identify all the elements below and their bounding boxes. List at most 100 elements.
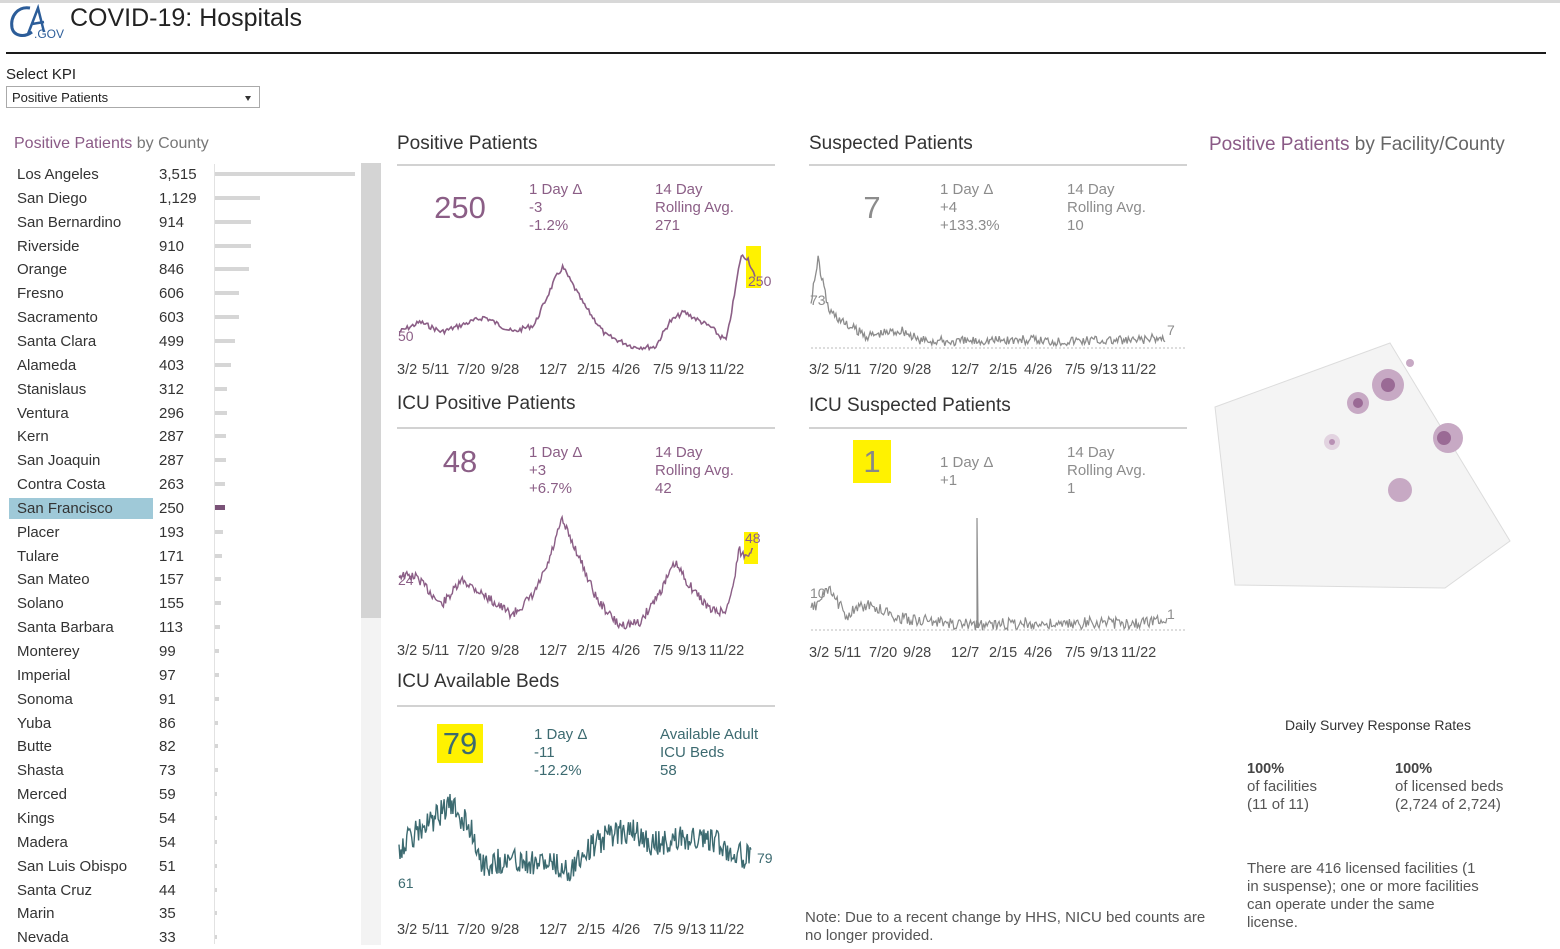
county-bar[interactable] bbox=[215, 720, 219, 725]
county-name: Tulare bbox=[17, 547, 59, 565]
county-row[interactable]: Los Angeles 3,515 bbox=[9, 163, 359, 186]
icu-beds-delta: 1 Day Δ -11 -12.2% bbox=[534, 726, 587, 780]
county-bar[interactable] bbox=[215, 601, 222, 606]
kpi-dropdown[interactable]: Positive Patients bbox=[6, 86, 260, 108]
county-row[interactable]: Alameda 403 bbox=[9, 354, 359, 377]
county-value: 499 bbox=[159, 332, 185, 350]
facility-marker[interactable] bbox=[1406, 359, 1414, 367]
icu-beds-avail-value: 58 bbox=[660, 762, 677, 779]
county-row[interactable]: Sacramento 603 bbox=[9, 306, 359, 329]
county-row[interactable]: Santa Barbara 113 bbox=[9, 616, 359, 639]
county-name: San Diego bbox=[17, 189, 88, 207]
county-row[interactable]: Monterey 99 bbox=[9, 640, 359, 663]
county-bar[interactable] bbox=[215, 386, 228, 391]
county-bar[interactable] bbox=[215, 649, 219, 653]
county-bar[interactable] bbox=[215, 291, 240, 296]
positive-trend-chart[interactable]: 50 250 bbox=[397, 240, 777, 360]
county-row[interactable]: Butte 82 bbox=[9, 735, 359, 758]
county-row[interactable]: San Diego 1,129 bbox=[9, 187, 359, 210]
county-row[interactable]: Kings 54 bbox=[9, 807, 359, 830]
county-bar[interactable] bbox=[215, 911, 217, 916]
suspected-delta-pct: +133.3% bbox=[940, 217, 1000, 234]
suspected-rolling-avg: 14 Day Rolling Avg. 10 bbox=[1067, 181, 1146, 235]
county-row[interactable]: Shasta 73 bbox=[9, 759, 359, 782]
x-tick-label: 11/22 bbox=[1121, 362, 1157, 378]
x-tick-label: 3/2 bbox=[809, 645, 830, 661]
county-name: Sacramento bbox=[17, 309, 98, 327]
facility-map[interactable] bbox=[1205, 335, 1525, 600]
suspected-delta-label: 1 Day Δ bbox=[940, 181, 994, 198]
county-row[interactable]: San Francisco 250 bbox=[9, 497, 359, 520]
county-bar[interactable] bbox=[215, 815, 218, 820]
icu-suspected-panel-title: ICU Suspected Patients bbox=[809, 395, 1011, 416]
county-bar[interactable] bbox=[215, 338, 235, 343]
county-bar[interactable] bbox=[215, 410, 227, 415]
icu-beds-trend-chart[interactable]: 61 79 bbox=[397, 790, 777, 920]
county-row[interactable]: Yuba 86 bbox=[9, 712, 359, 735]
county-scrollbar-thumb[interactable] bbox=[361, 163, 381, 618]
county-row[interactable]: San Mateo 157 bbox=[9, 568, 359, 591]
county-row[interactable]: San Luis Obispo 51 bbox=[9, 855, 359, 878]
county-bar[interactable] bbox=[215, 744, 219, 749]
county-row[interactable]: Marin 35 bbox=[9, 902, 359, 925]
county-bar[interactable] bbox=[215, 768, 218, 773]
county-row[interactable]: Solano 155 bbox=[9, 592, 359, 615]
county-bar[interactable] bbox=[215, 577, 222, 582]
county-bar[interactable] bbox=[215, 315, 240, 320]
county-value: 296 bbox=[159, 404, 185, 422]
x-tick-label: 5/11 bbox=[834, 362, 862, 378]
icu-suspected-trend-chart[interactable]: 10 1 bbox=[809, 510, 1189, 640]
county-bar[interactable] bbox=[215, 195, 260, 200]
county-row[interactable]: Sonoma 91 bbox=[9, 688, 359, 711]
county-bar[interactable] bbox=[215, 434, 227, 439]
survey-note-line-2: in suspense); one or more facilities bbox=[1247, 878, 1479, 895]
suspected-trend-chart[interactable]: 73 7 bbox=[809, 240, 1189, 360]
county-name: Alameda bbox=[17, 356, 77, 374]
facility-marker[interactable] bbox=[1388, 478, 1412, 502]
county-bar[interactable] bbox=[215, 696, 219, 701]
county-bar[interactable] bbox=[215, 267, 249, 272]
ca-gov-logo[interactable]: .GOV bbox=[8, 2, 64, 42]
county-row[interactable]: Stanislaus 312 bbox=[9, 378, 359, 401]
county-bar[interactable] bbox=[215, 887, 217, 892]
county-row[interactable]: San Joaquin 287 bbox=[9, 449, 359, 472]
county-bar[interactable] bbox=[215, 172, 355, 176]
county-bar[interactable] bbox=[215, 362, 232, 367]
county-bar[interactable] bbox=[215, 792, 218, 797]
county-row[interactable]: Santa Clara 499 bbox=[9, 330, 359, 353]
county-bar[interactable] bbox=[215, 458, 227, 463]
county-bar[interactable] bbox=[215, 504, 225, 510]
county-row[interactable]: Imperial 97 bbox=[9, 664, 359, 687]
county-bar[interactable] bbox=[215, 529, 223, 534]
icu-beds-start-label: 61 bbox=[398, 875, 414, 891]
county-value: 157 bbox=[159, 571, 185, 589]
county-row[interactable]: Riverside 910 bbox=[9, 235, 359, 258]
x-tick-label: 7/20 bbox=[457, 922, 486, 938]
county-bar[interactable] bbox=[215, 553, 222, 558]
county-row[interactable]: San Bernardino 914 bbox=[9, 211, 359, 234]
county-row[interactable]: Madera 54 bbox=[9, 831, 359, 854]
county-bar[interactable] bbox=[215, 839, 218, 844]
county-row[interactable]: Kern 287 bbox=[9, 425, 359, 448]
county-row[interactable]: Orange 846 bbox=[9, 258, 359, 281]
county-bar[interactable] bbox=[215, 672, 219, 677]
county-row[interactable]: Placer 193 bbox=[9, 521, 359, 544]
county-bar[interactable] bbox=[215, 863, 218, 868]
county-row[interactable]: Tulare 171 bbox=[9, 545, 359, 568]
county-row[interactable]: Ventura 296 bbox=[9, 402, 359, 425]
county-bar[interactable] bbox=[215, 625, 220, 630]
county-row[interactable]: Santa Cruz 44 bbox=[9, 879, 359, 902]
positive-panel-divider bbox=[397, 164, 775, 166]
county-row[interactable]: Fresno 606 bbox=[9, 282, 359, 305]
county-row[interactable]: Contra Costa 263 bbox=[9, 473, 359, 496]
county-bar[interactable] bbox=[215, 935, 217, 940]
icu-positive-trend-chart[interactable]: 24 48 bbox=[397, 505, 777, 640]
county-bar[interactable] bbox=[215, 243, 252, 248]
county-bar[interactable] bbox=[215, 219, 252, 224]
county-value: 914 bbox=[159, 213, 185, 231]
county-row[interactable]: Merced 59 bbox=[9, 783, 359, 806]
county-row[interactable]: Nevada 33 bbox=[9, 926, 359, 949]
x-tick-label: 11/22 bbox=[709, 362, 745, 378]
county-bar[interactable] bbox=[215, 482, 226, 487]
county-value: 54 bbox=[159, 809, 176, 827]
